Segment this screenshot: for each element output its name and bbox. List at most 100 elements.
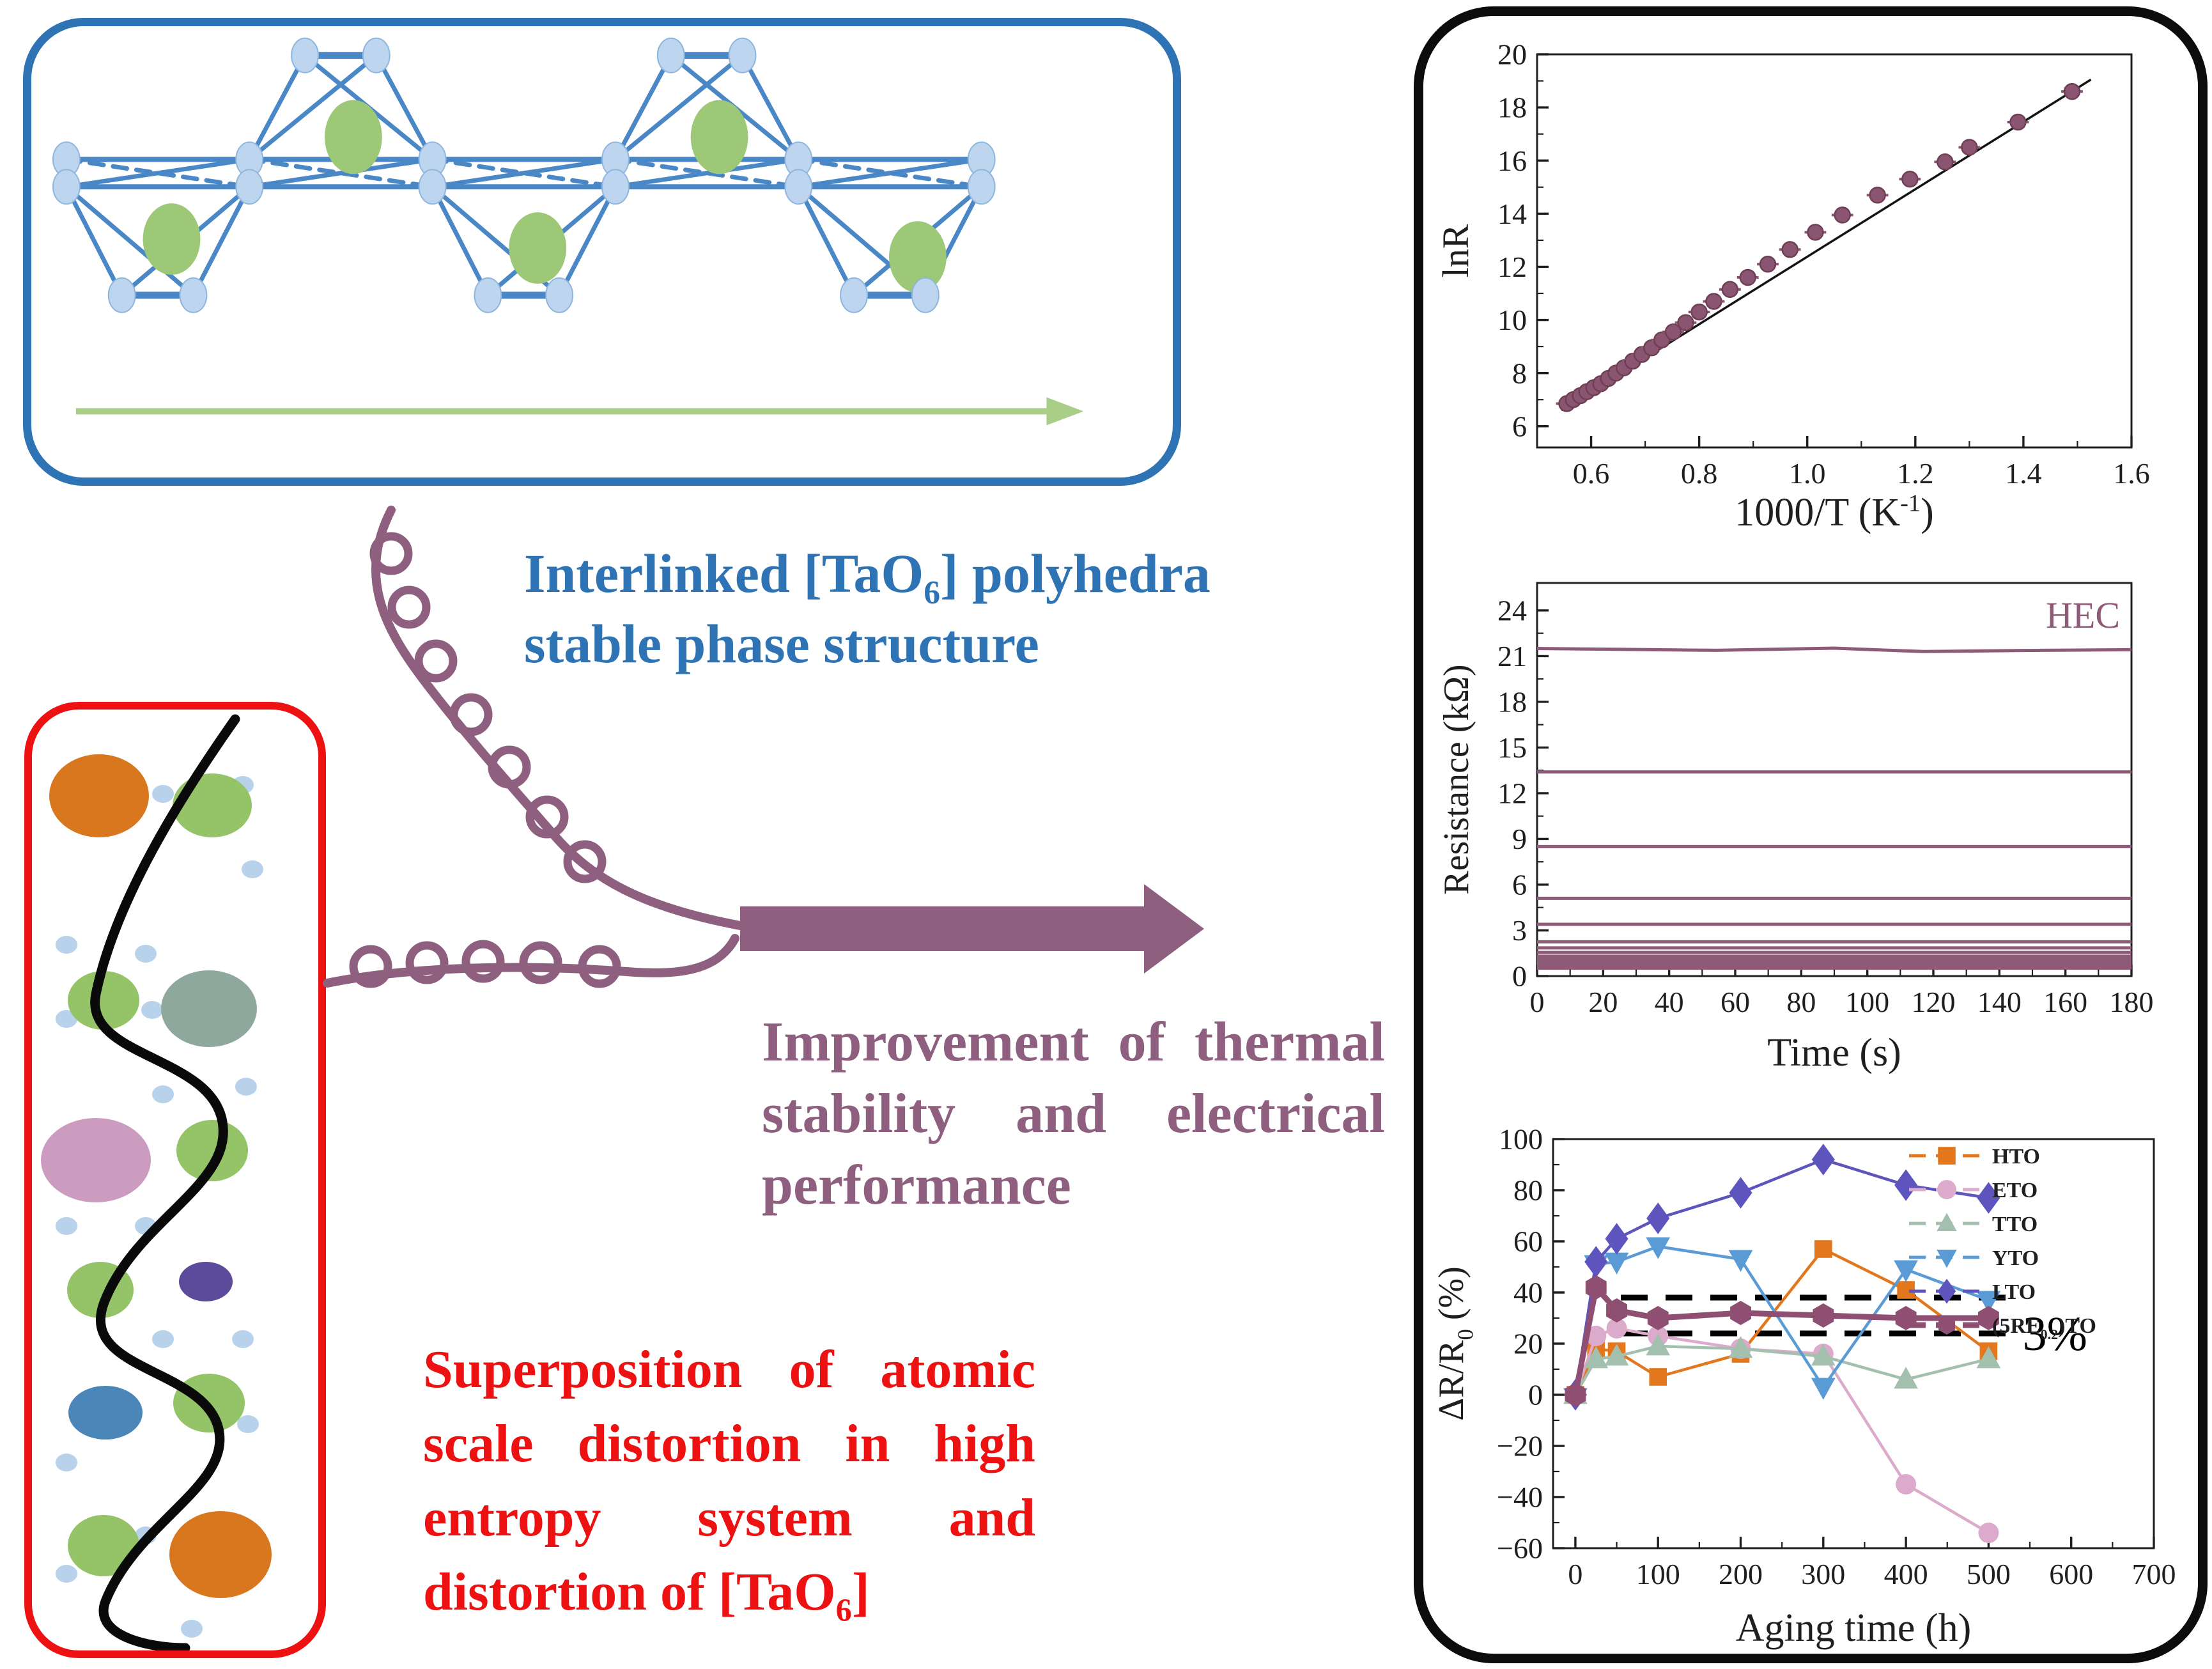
coil-loop (488, 745, 531, 789)
arrowhead-icon (1046, 397, 1084, 426)
a-site-atom (509, 212, 567, 284)
data-point (1721, 281, 1739, 299)
y-tick-label: 60 (1513, 1225, 1543, 1258)
small-atom-dot (181, 1620, 203, 1638)
y-tick-label: 12 (1497, 251, 1527, 283)
data-point (1961, 139, 1978, 156)
caption-line: Improvement of thermal (762, 1011, 1385, 1073)
x-tick-label: 500 (1967, 1558, 2011, 1590)
data-point (1705, 293, 1722, 310)
data-point (1759, 256, 1777, 273)
oxygen-node (474, 277, 502, 313)
y-tick-label: −20 (1497, 1430, 1543, 1463)
x-tick-label: 140 (1977, 986, 2022, 1018)
red-caption: Superposition of atomic scale distortion … (423, 1333, 1035, 1629)
a-site-atom (888, 221, 947, 293)
plot-frame (1536, 53, 2133, 449)
y-tick-label: 14 (1497, 198, 1527, 230)
small-atom-dot (141, 1001, 163, 1019)
x-axis-label: Aging time (h) (1736, 1606, 1972, 1650)
oxygen-node (418, 169, 447, 205)
x-tick-label: 1.0 (1789, 457, 1826, 490)
data-point (1834, 206, 1851, 224)
cation-atom-green (68, 1515, 139, 1576)
legend-label: (5RE0.2)TO (1992, 1314, 2096, 1342)
y-tick-label: 6 (1512, 869, 1527, 901)
oxygen-node (784, 169, 813, 205)
plum-caption: Improvement of thermal stability and elec… (762, 1007, 1385, 1222)
y-tick-label: 24 (1497, 594, 1527, 627)
small-atom-dot (56, 936, 77, 954)
data-point (1807, 224, 1824, 241)
atomic-distortion-diagram (41, 714, 272, 1650)
y-tick-label: 12 (1497, 777, 1527, 810)
oxygen-node (107, 277, 136, 313)
series-line (1574, 1326, 1990, 1534)
x-tick-label: 160 (2043, 986, 2087, 1018)
x-tick-label: 700 (2132, 1558, 2176, 1590)
oxygen-node (601, 169, 630, 205)
crystal-structure-panel (23, 18, 1181, 486)
legend-label: HTO (1992, 1145, 2040, 1168)
tolerance-annotation: 3% (2023, 1307, 2087, 1361)
data-point (1690, 303, 1708, 321)
y-tick-label: 20 (1513, 1328, 1543, 1360)
caption-line: stable phase structure (524, 613, 1039, 674)
y-tick-label: 18 (1497, 91, 1527, 124)
small-atom-dot (56, 1010, 77, 1028)
y-tick-label: 9 (1512, 823, 1527, 855)
data-point (1664, 323, 1682, 341)
y-tick-label: 20 (1497, 38, 1527, 71)
a-site-atom (324, 100, 382, 175)
oxygen-node (52, 169, 81, 205)
cation-atom-green (173, 773, 252, 837)
y-axis-label: ΔR/R0 (%) (1435, 1266, 1478, 1421)
hec-annotation: HEC (2046, 594, 2120, 636)
oxygen-node (656, 37, 685, 74)
data-point (1781, 241, 1798, 258)
small-atom-dot (152, 1085, 174, 1103)
a-site-atom (690, 100, 748, 175)
series-line (1574, 1344, 1989, 1396)
small-atom-dot (135, 945, 157, 963)
y-tick-label: −60 (1497, 1532, 1543, 1565)
legend-label: LTO (1992, 1280, 2036, 1304)
data-point (1739, 268, 1756, 286)
y-tick-label: 0 (1528, 1379, 1543, 1411)
y-tick-label: 0 (1512, 960, 1527, 993)
x-tick-label: 0 (1530, 986, 1545, 1018)
data-point (2063, 82, 2081, 100)
oxygen-node (179, 277, 208, 313)
caption-line: Interlinked [TaO6] polyhedra (524, 543, 1210, 612)
data-point (1901, 171, 1919, 188)
x-tick-label: 0 (1568, 1558, 1582, 1590)
oxygen-node (911, 277, 940, 313)
caption-line: stability and electrical (762, 1083, 1385, 1145)
small-atom-dot (152, 785, 174, 803)
big-arrow-shaft (740, 906, 1144, 951)
legend-label: ETO (1992, 1179, 2038, 1202)
x-axis-label: Time (s) (1767, 1031, 1901, 1075)
coil-loop (414, 639, 458, 683)
x-tick-label: 0.6 (1573, 457, 1610, 490)
x-axis-label: 1000/T (K-1) (1735, 490, 1934, 534)
coil-loop (578, 945, 621, 988)
data-point (1653, 331, 1671, 348)
caption-line: scale distortion in high (423, 1414, 1035, 1473)
y-tick-label: −40 (1497, 1481, 1543, 1514)
coil-loop (461, 940, 505, 983)
cation-atom-blue (68, 1386, 143, 1440)
data-point (1677, 314, 1694, 331)
data-point (2009, 113, 2027, 131)
cation-atom-sage (161, 970, 257, 1047)
y-tick-label: 15 (1497, 731, 1527, 764)
x-tick-label: 300 (1801, 1558, 1845, 1590)
caption-line: distortion of [TaO6] (423, 1562, 870, 1628)
cation-atom-green (68, 971, 139, 1030)
coil-loop (519, 941, 562, 984)
x-tick-label: 1.6 (2113, 457, 2150, 490)
x-tick-label: 80 (1786, 986, 1816, 1018)
x-tick-label: 100 (1636, 1558, 1680, 1590)
oxygen-node (545, 277, 574, 313)
small-atom-dot (56, 1217, 77, 1235)
